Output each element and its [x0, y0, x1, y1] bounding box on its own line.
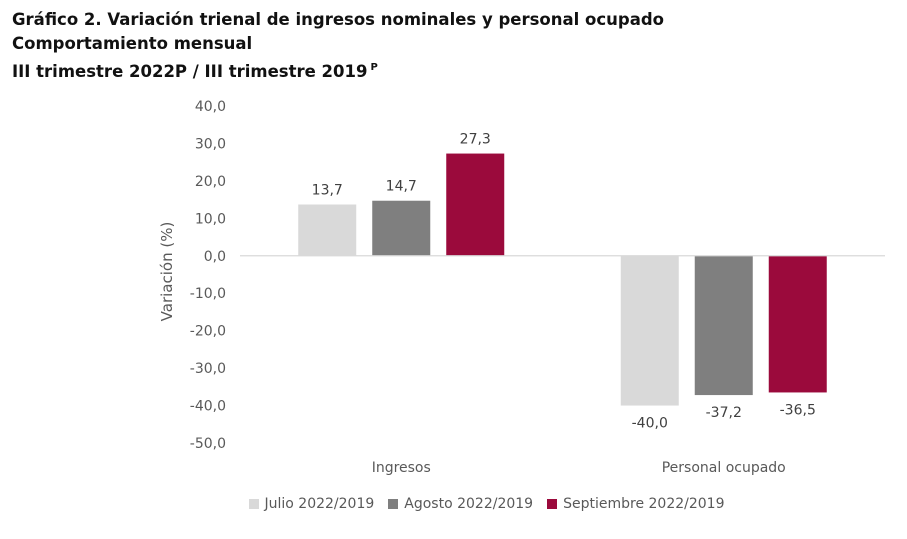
data-label: -36,5 — [780, 402, 816, 418]
data-label: -40,0 — [632, 416, 668, 432]
legend-label: Julio 2022/2019 — [264, 496, 375, 512]
data-label: -37,2 — [706, 405, 742, 421]
bar — [694, 255, 753, 396]
data-label: 13,7 — [312, 182, 343, 198]
data-label: 27,3 — [460, 132, 491, 148]
title-line-3: III trimestre 2022P / III trimestre 2019… — [12, 56, 664, 84]
category-label: Personal ocupado — [662, 460, 786, 476]
bar — [298, 204, 357, 256]
title-line-1: Gráfico 2. Variación trienal de ingresos… — [12, 10, 665, 29]
y-tick-label: 30,0 — [195, 136, 226, 152]
chart-legend: Julio 2022/2019 Agosto 2022/2019 Septiembr… — [0, 496, 907, 512]
y-tick-label: -30,0 — [190, 361, 226, 377]
legend-label: Agosto 2022/2019 — [404, 496, 534, 512]
y-tick-label: 0,0 — [204, 249, 226, 265]
legend-swatch — [248, 499, 259, 509]
legend-label: Septiembre 2022/2019 — [563, 496, 725, 512]
bar — [620, 255, 679, 406]
data-label: 14,7 — [386, 179, 417, 195]
legend-item: Septiembre 2022/2019 — [547, 496, 724, 512]
y-tick-label: -20,0 — [190, 324, 226, 340]
y-tick-label: 40,0 — [195, 99, 226, 115]
legend-swatch — [547, 499, 558, 509]
bar — [372, 200, 431, 256]
title-superscript: P — [370, 62, 378, 73]
y-tick-label: -10,0 — [190, 286, 226, 302]
chart-title: Gráfico 2. Variación trienal de ingresos… — [12, 8, 664, 84]
title-line-3-text: III trimestre 2022P / III trimestre 2019 — [12, 62, 368, 81]
legend-item: Julio 2022/2019 — [248, 496, 375, 512]
legend-swatch — [388, 499, 399, 509]
y-tick-label: 20,0 — [195, 174, 226, 190]
category-label: Ingresos — [372, 460, 431, 476]
y-tick-label: 10,0 — [195, 211, 226, 227]
y-tick-label: -50,0 — [190, 436, 226, 452]
title-line-2: Comportamiento mensual — [12, 34, 253, 53]
bar — [446, 153, 505, 256]
y-tick-label: -40,0 — [190, 399, 226, 415]
y-axis-label: Variación (%) — [158, 222, 176, 322]
bar — [768, 255, 827, 393]
legend-item: Agosto 2022/2019 — [388, 496, 533, 512]
